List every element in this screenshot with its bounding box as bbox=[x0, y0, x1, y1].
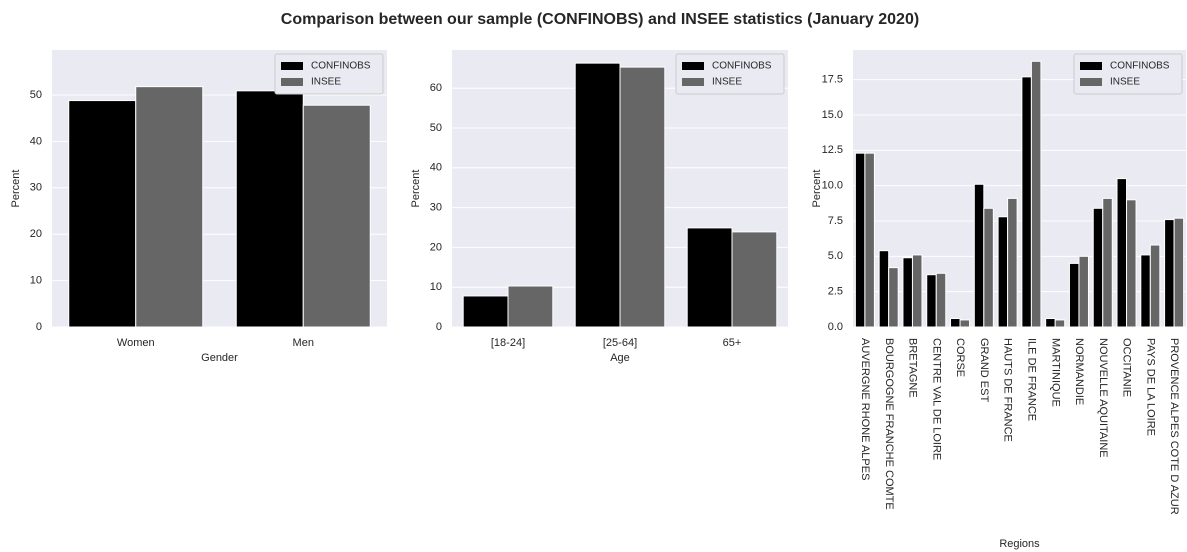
x-tick-label: GRAND EST bbox=[978, 338, 990, 402]
x-tick-label: [18-24] bbox=[491, 337, 525, 349]
legend-label: INSEE bbox=[1110, 77, 1140, 88]
y-tick-label: 10 bbox=[30, 275, 42, 287]
x-tick-label: CORSE bbox=[954, 338, 966, 377]
bar bbox=[619, 66, 666, 328]
y-tick-label: 60 bbox=[430, 82, 442, 94]
bar bbox=[235, 90, 304, 328]
legend-swatch bbox=[1080, 62, 1102, 70]
x-axis-label: Gender bbox=[201, 352, 238, 364]
bar bbox=[950, 318, 961, 328]
bar bbox=[1092, 207, 1104, 328]
bar bbox=[462, 295, 509, 328]
x-tick-label: CENTRE VAL DE LOIRE bbox=[930, 338, 942, 460]
legend-swatch bbox=[281, 78, 303, 86]
x-tick-label: [25-64] bbox=[603, 337, 637, 349]
y-tick-label: 17.5 bbox=[822, 74, 843, 86]
y-tick-label: 2.5 bbox=[828, 286, 843, 298]
x-tick-label: MARTINIQUE bbox=[1049, 338, 1061, 407]
x-tick-label: 65+ bbox=[723, 337, 742, 349]
x-tick-label: PROVENCE ALPES COTE D AZUR bbox=[1168, 338, 1180, 515]
y-tick-label: 15.0 bbox=[822, 109, 843, 121]
legend-swatch bbox=[682, 78, 704, 86]
bar bbox=[973, 183, 985, 328]
y-axis-label: Percent bbox=[410, 170, 422, 208]
legend-swatch bbox=[682, 62, 704, 70]
legend-label: INSEE bbox=[712, 77, 742, 88]
bar bbox=[997, 216, 1009, 328]
bar bbox=[1116, 178, 1128, 328]
y-tick-label: 20 bbox=[30, 228, 42, 240]
bar bbox=[302, 104, 371, 328]
x-tick-label: NOUVELLE AQUITAINE bbox=[1097, 338, 1109, 458]
bar bbox=[878, 250, 890, 328]
x-tick-label: NORMANDIE bbox=[1073, 338, 1085, 405]
bar bbox=[1149, 244, 1161, 328]
y-tick-label: 40 bbox=[30, 135, 42, 147]
bar bbox=[864, 152, 875, 328]
bar bbox=[68, 100, 137, 328]
x-tick-label: Women bbox=[117, 337, 155, 349]
x-tick-label: AUVERGNE RHONE ALPES bbox=[859, 338, 871, 480]
bar bbox=[686, 227, 733, 328]
bar bbox=[507, 285, 554, 328]
x-tick-label: BOURGOGNE FRANCHE COMTE bbox=[883, 338, 895, 510]
y-tick-label: 0 bbox=[36, 321, 42, 333]
x-tick-label: PAYS DE LA LOIRE bbox=[1144, 338, 1156, 436]
bar bbox=[854, 152, 866, 328]
y-tick-label: 5.0 bbox=[828, 250, 843, 262]
x-axis-label: Regions bbox=[999, 538, 1040, 550]
bar bbox=[1126, 199, 1137, 328]
bar bbox=[574, 62, 621, 328]
bar bbox=[888, 267, 899, 328]
y-tick-label: 50 bbox=[30, 89, 42, 101]
y-tick-label: 30 bbox=[30, 182, 42, 194]
bar bbox=[959, 319, 971, 328]
legend-label: CONFINOBS bbox=[712, 61, 772, 72]
bar bbox=[935, 272, 947, 328]
bar bbox=[1173, 217, 1185, 328]
y-tick-label: 40 bbox=[430, 162, 442, 174]
bar bbox=[1102, 197, 1113, 328]
bar bbox=[1140, 254, 1151, 328]
legend-label: CONFINOBS bbox=[311, 61, 371, 72]
y-tick-label: 0 bbox=[436, 321, 442, 333]
x-tick-label: BRETAGNE bbox=[907, 338, 919, 398]
y-tick-label: 0.0 bbox=[828, 321, 843, 333]
y-tick-label: 7.5 bbox=[828, 215, 843, 227]
legend-swatch bbox=[281, 62, 303, 70]
bar bbox=[1030, 60, 1042, 328]
bar bbox=[1021, 76, 1032, 328]
y-tick-label: 12.5 bbox=[822, 144, 843, 156]
bar bbox=[1068, 262, 1080, 328]
bar bbox=[911, 254, 923, 328]
y-tick-label: 10.0 bbox=[822, 180, 843, 192]
y-tick-label: 50 bbox=[430, 122, 442, 134]
bar bbox=[1078, 255, 1089, 328]
legend-swatch bbox=[1080, 78, 1102, 86]
bar bbox=[902, 257, 913, 328]
y-axis-label: Percent bbox=[811, 170, 823, 208]
legend-label: INSEE bbox=[311, 77, 341, 88]
x-tick-label: OCCITANIE bbox=[1121, 338, 1133, 397]
bar bbox=[1007, 197, 1018, 328]
bar bbox=[1045, 318, 1056, 328]
x-tick-label: Men bbox=[293, 337, 314, 349]
bar bbox=[926, 274, 937, 328]
x-tick-label: HAUTS DE FRANCE bbox=[1002, 338, 1014, 442]
x-axis-label: Age bbox=[610, 352, 630, 364]
legend-label: CONFINOBS bbox=[1110, 61, 1170, 72]
bar bbox=[135, 86, 204, 328]
bar bbox=[1054, 319, 1066, 328]
y-axis-label: Percent bbox=[10, 170, 22, 208]
y-tick-label: 20 bbox=[430, 241, 442, 253]
bar bbox=[731, 231, 778, 328]
y-tick-label: 30 bbox=[430, 202, 442, 214]
bar bbox=[1164, 219, 1175, 328]
bar bbox=[983, 207, 994, 328]
x-tick-label: ILE DE FRANCE bbox=[1025, 338, 1037, 421]
figure-title: Comparison between our sample (CONFINOBS… bbox=[281, 11, 919, 28]
y-tick-label: 10 bbox=[430, 281, 442, 293]
